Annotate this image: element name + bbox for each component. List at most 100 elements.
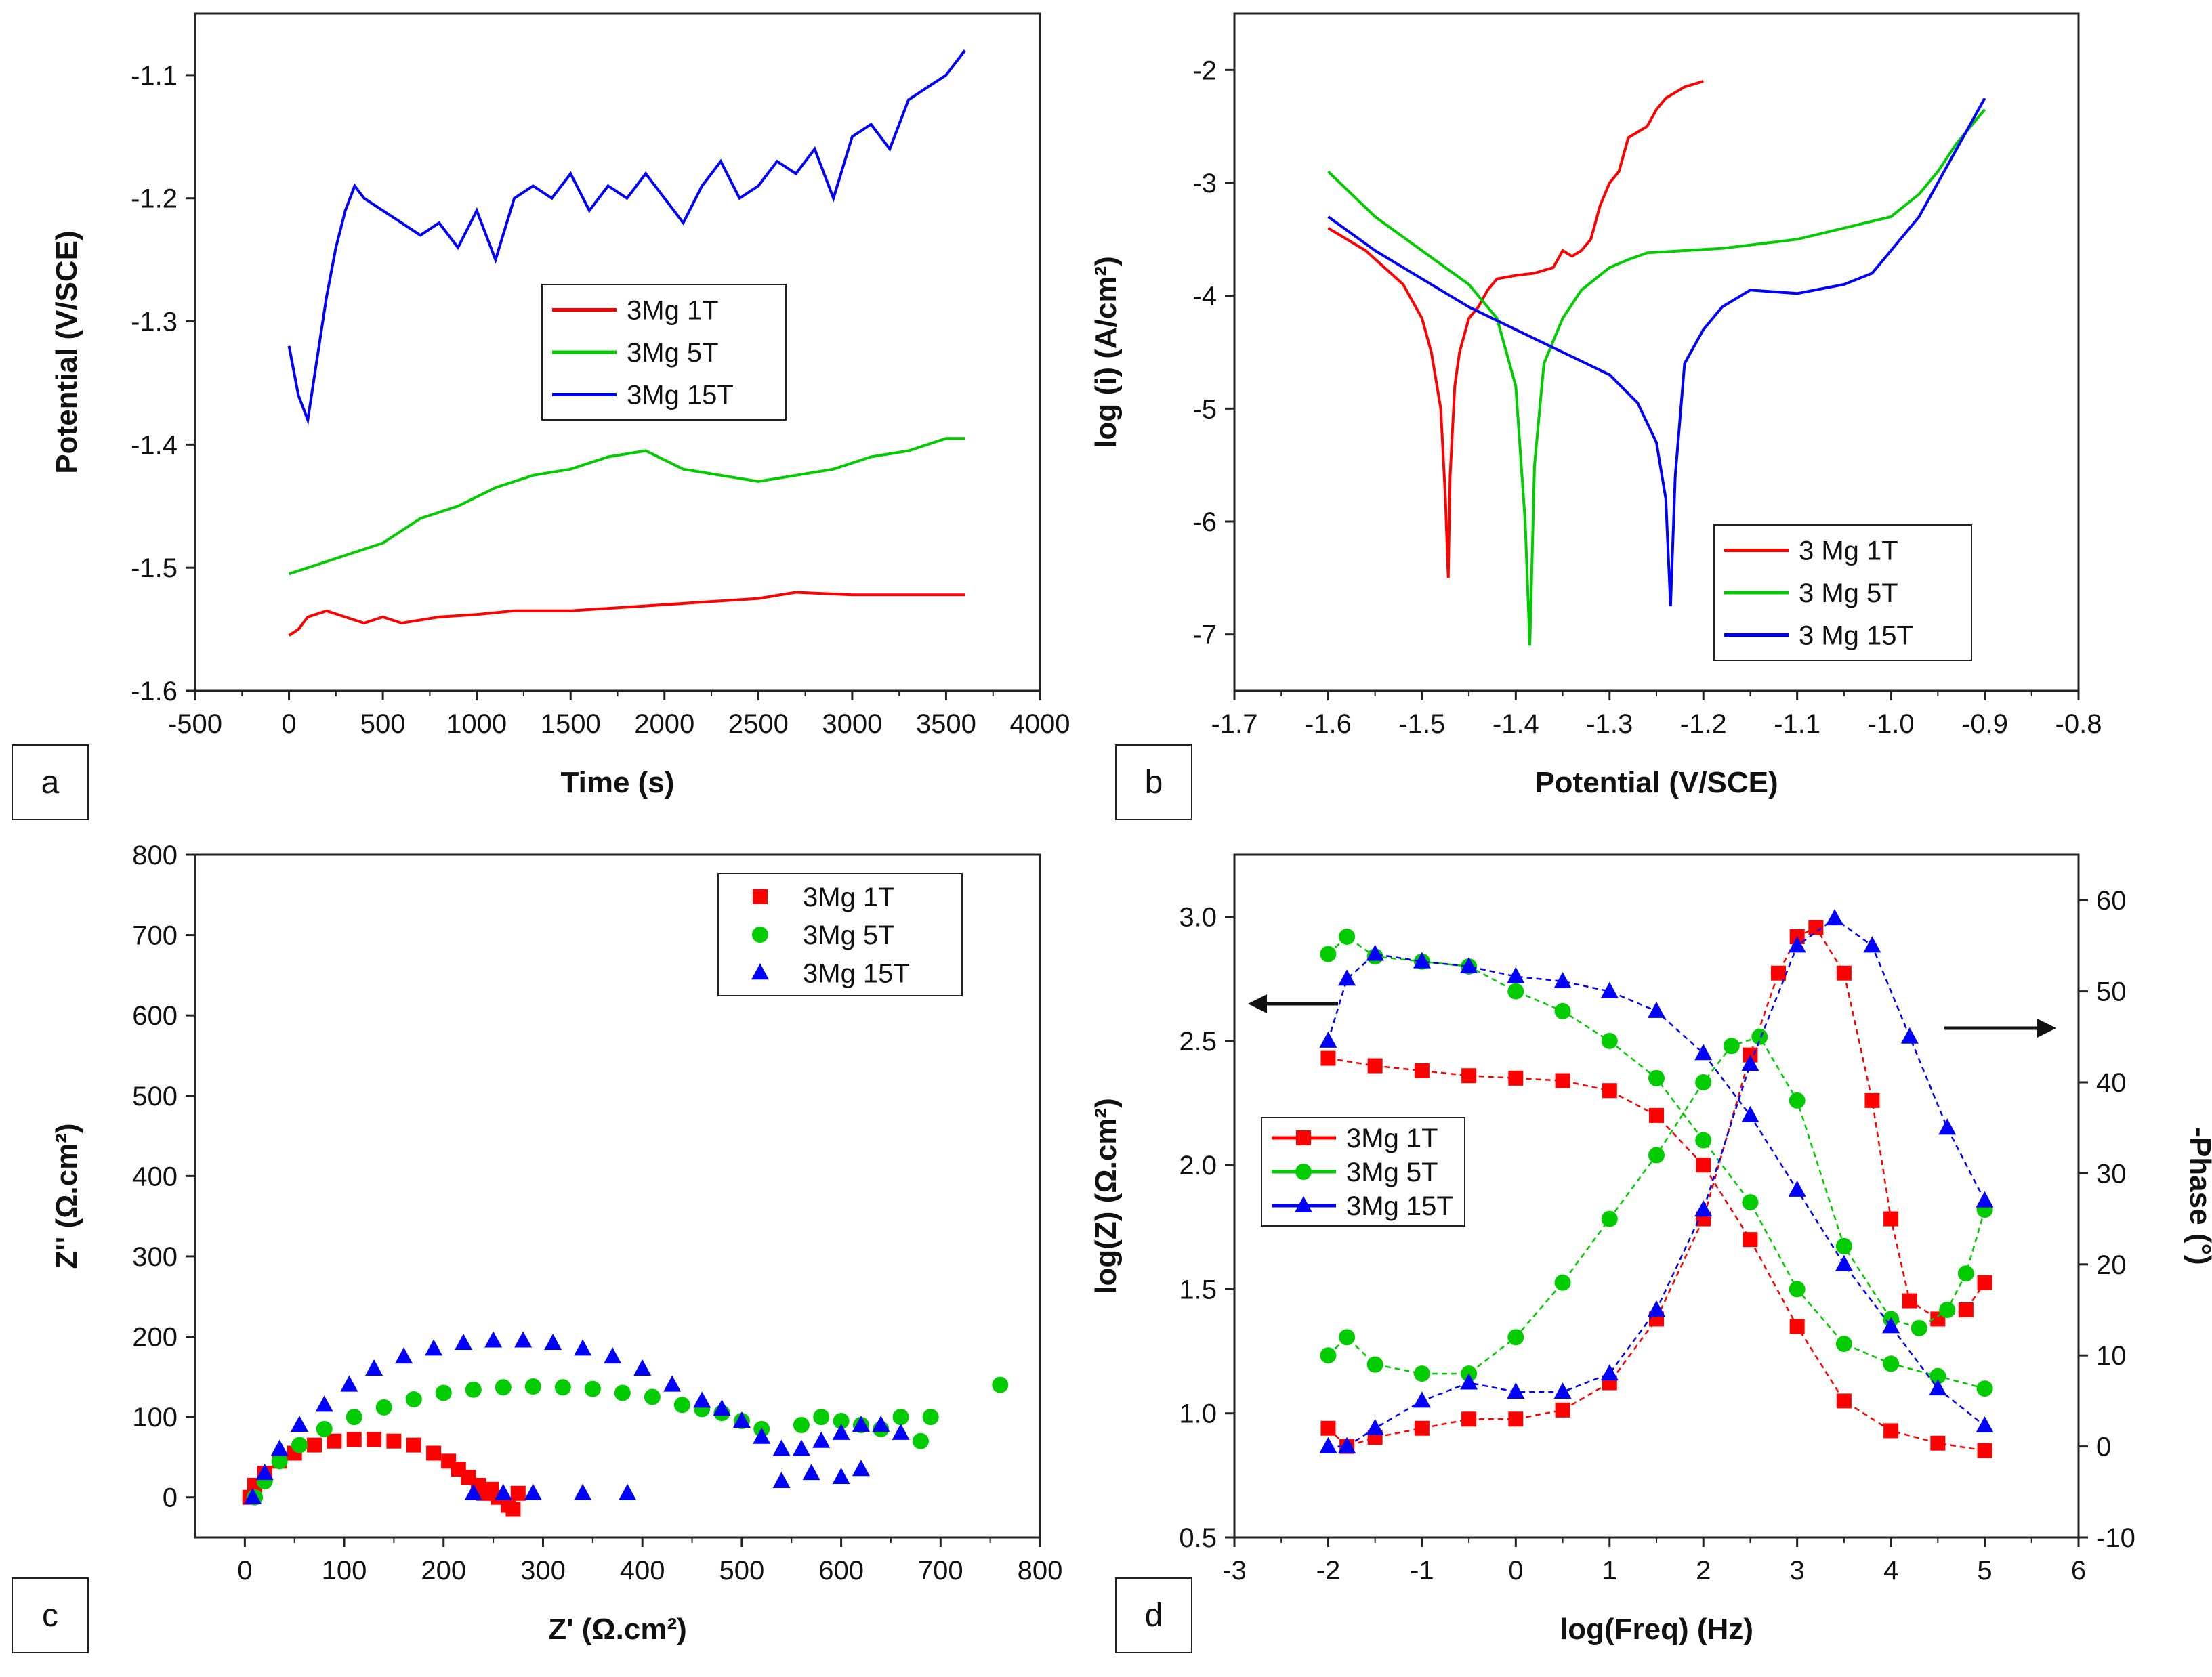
y-tick-label: 2.0 bbox=[1179, 1151, 1217, 1181]
legend-entry: 3Mg 1T bbox=[803, 883, 895, 912]
y-tick-label: 200 bbox=[132, 1323, 178, 1353]
series-3mg-1t-point bbox=[406, 1437, 421, 1453]
series-3mg-15t-point bbox=[1319, 1437, 1337, 1453]
series-3mg-1t-point bbox=[1770, 965, 1786, 981]
series-3mg-15t-point bbox=[544, 1334, 562, 1351]
series-3mg-15t-point bbox=[1976, 1191, 1994, 1208]
series-3mg-15t-point bbox=[1900, 1027, 1919, 1044]
series-3mg-15t-point bbox=[1460, 956, 1478, 973]
y-tick-label: 1.5 bbox=[1179, 1275, 1217, 1304]
series-3mg-15t-point bbox=[1507, 967, 1525, 983]
x-tick-label: 1500 bbox=[541, 709, 601, 739]
legend-entry: 3Mg 15T bbox=[803, 958, 910, 988]
y-tick-label: -1.1 bbox=[131, 61, 178, 91]
legend-marker bbox=[753, 889, 768, 904]
series-3mg-5t-point bbox=[614, 1384, 631, 1401]
series-3mg-1t-point bbox=[1367, 1058, 1383, 1074]
series-3mg-5t-point bbox=[291, 1437, 308, 1453]
x-tick-label: -1.0 bbox=[1868, 709, 1915, 739]
series-3mg-15t-point bbox=[574, 1339, 592, 1356]
series-3mg-15t-point bbox=[1413, 1391, 1431, 1408]
series-3mg-1t-point bbox=[1696, 1158, 1711, 1173]
series-3mg-5t-point bbox=[1601, 1210, 1618, 1227]
axis-arrows bbox=[1248, 994, 2056, 1038]
series-3mg-5t-point bbox=[1957, 1265, 1974, 1282]
x-tick-label: 1000 bbox=[446, 709, 507, 739]
series-3mg-5t-point bbox=[1883, 1355, 1900, 1372]
series-3mg-5t-point bbox=[912, 1432, 929, 1449]
series-3mg-15t-point bbox=[1553, 971, 1572, 988]
series-3mg-15t-point bbox=[1460, 1373, 1478, 1390]
series-3mg-15t-point bbox=[832, 1468, 850, 1485]
legend: 3Mg 1T 3Mg 5T 3Mg 15T bbox=[1261, 1117, 1465, 1227]
y-tick-label: -1.6 bbox=[131, 677, 178, 706]
y-tick-label: -1.4 bbox=[131, 430, 178, 460]
y2-tick-label: -10 bbox=[2096, 1523, 2135, 1553]
series-3mg-15t-point bbox=[852, 1415, 870, 1432]
legend: 3 Mg 1T 3 Mg 5T 3 Mg 15T bbox=[1713, 524, 1972, 661]
series-3mg-5t-point bbox=[813, 1409, 830, 1426]
y-axis-label: log(Z) (Ω.cm²) bbox=[1089, 1098, 1123, 1294]
series-3mg-5t-point bbox=[1339, 1329, 1356, 1346]
series-3mg-1t-line bbox=[1327, 926, 1986, 1448]
series-3mg-1t-point bbox=[1883, 1211, 1899, 1227]
chart-panel-b: -1.7 -1.6 -1.5 -1.4 -1.3 -1.2 -1.1 -1.0 -0.9 -0.8… bbox=[1089, 12, 2102, 820]
x-tick-label: 200 bbox=[421, 1556, 466, 1586]
x-tick-label: 400 bbox=[620, 1556, 665, 1586]
series-3mg-5t-point bbox=[644, 1388, 661, 1405]
series-3mg-15t-point bbox=[1741, 1105, 1759, 1122]
series-3mg-5t-point bbox=[1695, 1132, 1712, 1149]
y-tick-label: -2 bbox=[1192, 56, 1217, 85]
series-3mg-1t-point bbox=[1958, 1302, 1974, 1317]
series-3mg-15t-point bbox=[315, 1395, 333, 1412]
x-tick-label: -1 bbox=[1410, 1556, 1434, 1586]
series-3mg-5t-point bbox=[1366, 1356, 1383, 1373]
series-3mg-1t-point bbox=[327, 1433, 342, 1449]
series-3mg-5t-point bbox=[1911, 1319, 1927, 1336]
x-tick-label: -2 bbox=[1316, 1556, 1341, 1586]
x-tick-label: 2500 bbox=[728, 709, 789, 739]
series-3mg-1t-point bbox=[1508, 1070, 1524, 1086]
series-3mg-1t-point bbox=[1902, 1293, 1917, 1309]
series-3mg-5t-point bbox=[1554, 1002, 1571, 1019]
series-3mg-5t-point bbox=[584, 1380, 601, 1397]
series-3mg-15t-point bbox=[395, 1347, 413, 1364]
x-tick-label: 100 bbox=[322, 1556, 367, 1586]
y-tick-label: 400 bbox=[132, 1162, 178, 1191]
series-3mg-15t-point bbox=[753, 1427, 771, 1444]
legend-marker bbox=[1295, 1164, 1312, 1180]
x-tick-label: -1.4 bbox=[1493, 709, 1539, 739]
legend-marker bbox=[752, 927, 768, 943]
series-3mg-15t-point bbox=[1338, 969, 1356, 986]
series-3mg-15t-point bbox=[872, 1415, 890, 1432]
x-tick-label: -0.9 bbox=[1961, 709, 2008, 739]
series-3mg-5t-point bbox=[1507, 1329, 1524, 1346]
series-3mg-1t-line bbox=[288, 591, 965, 637]
y-axis-label: log (i) (A/cm²) bbox=[1089, 256, 1123, 448]
series-3mg-15t-point bbox=[1366, 1418, 1384, 1435]
series-3mg-1t-point bbox=[307, 1437, 322, 1453]
x-tick-label: -0.8 bbox=[2056, 709, 2102, 739]
series-3mg-15t-point bbox=[455, 1334, 473, 1351]
series-3mg-15t-point bbox=[1938, 1118, 1957, 1135]
series-3mg-1t-point bbox=[1977, 1443, 1992, 1458]
x-axis-label: Time (s) bbox=[561, 766, 675, 799]
plot-area bbox=[1319, 909, 1994, 1458]
series-3mg-15t-point bbox=[619, 1483, 637, 1500]
legend-entry: 3 Mg 1T bbox=[1799, 536, 1898, 566]
panel-label: c bbox=[42, 1598, 58, 1634]
chart-panel-d: -3 -2 -1 0 1 2 3 4 5 60.51.01.52.02.53.0-10010203… bbox=[1089, 853, 2212, 1653]
series-3mg-15t-line bbox=[1327, 953, 1986, 1427]
series-3mg-1t-point bbox=[1836, 1393, 1852, 1409]
series-3mg-15t-point bbox=[852, 1460, 870, 1477]
y-tick-label: 500 bbox=[132, 1082, 178, 1111]
series-3mg-5t-point bbox=[405, 1391, 422, 1408]
y-axis-label: Potential (V/SCE) bbox=[50, 230, 83, 473]
y2-tick-label: 0 bbox=[2096, 1432, 2111, 1462]
series-3mg-1t-point bbox=[505, 1502, 521, 1517]
series-3mg-5t-point bbox=[1601, 1032, 1618, 1049]
y-tick-label: 1.0 bbox=[1179, 1399, 1217, 1429]
series-3mg-5t-point bbox=[554, 1379, 571, 1396]
series-3mg-5t-point bbox=[435, 1384, 452, 1401]
series-3mg-15t-point bbox=[1788, 1180, 1806, 1197]
